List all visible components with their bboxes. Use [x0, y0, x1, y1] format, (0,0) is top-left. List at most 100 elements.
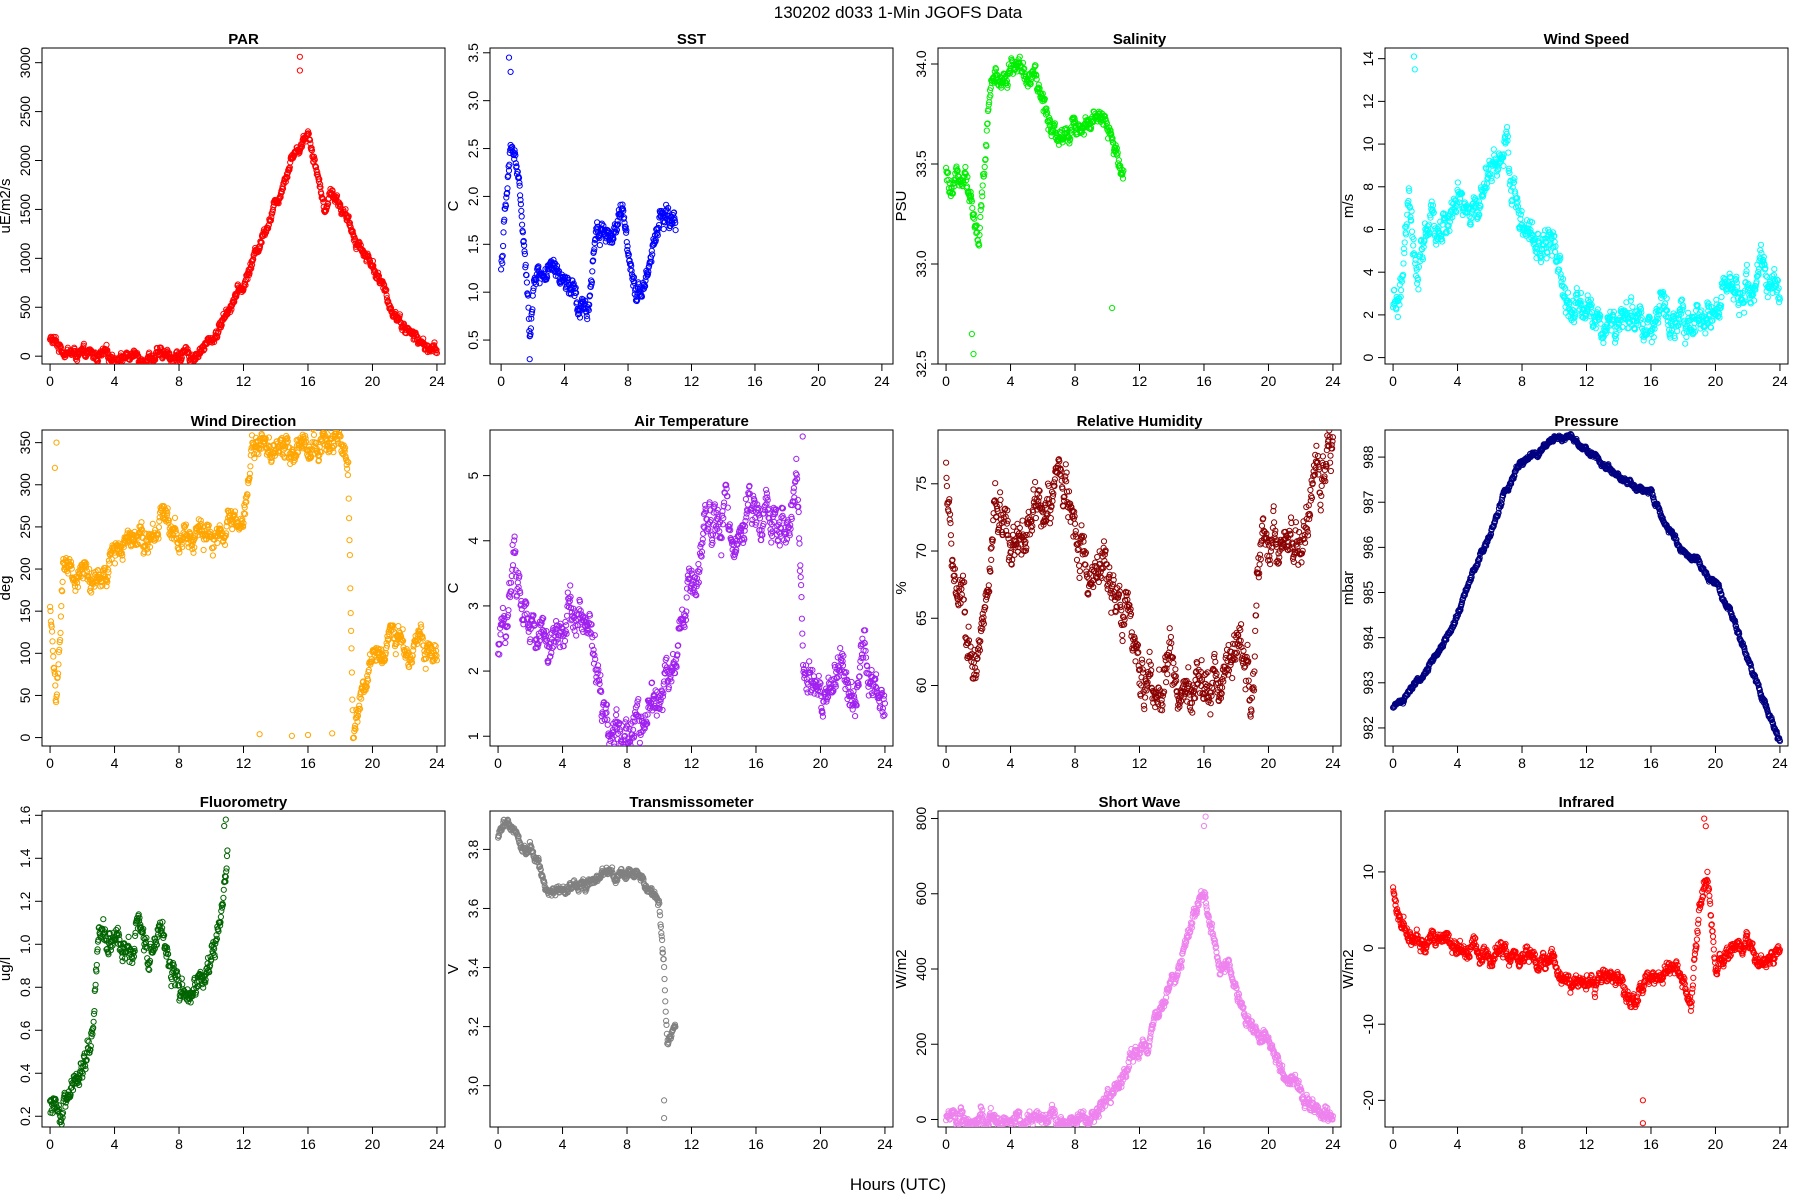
data-point — [573, 632, 580, 639]
data-point — [337, 433, 344, 440]
data-point — [976, 231, 983, 239]
data-point — [1438, 232, 1445, 239]
data-point — [665, 684, 673, 691]
data-points — [1390, 53, 1784, 347]
x-tick-label: 0 — [46, 755, 54, 771]
data-point — [1534, 230, 1541, 237]
data-points — [943, 53, 1127, 358]
data-point — [719, 521, 727, 528]
data-point — [611, 740, 618, 746]
data-points — [943, 430, 1337, 720]
data-point — [146, 543, 154, 551]
data-point — [1685, 315, 1692, 322]
x-tick-label: 16 — [748, 755, 764, 771]
data-point — [655, 222, 663, 229]
data-point — [314, 169, 321, 176]
data-point — [971, 215, 978, 222]
data-point — [1592, 325, 1599, 332]
y-tick-label: 1000 — [17, 243, 33, 274]
data-point — [1707, 324, 1715, 331]
data-point — [873, 671, 880, 678]
data-point — [1770, 271, 1778, 279]
data-point — [797, 574, 804, 581]
data-point — [753, 519, 760, 526]
data-point — [709, 531, 717, 538]
data-point — [506, 161, 513, 168]
data-point — [626, 726, 633, 733]
data-point — [796, 535, 803, 542]
y-axis-label: deg — [0, 575, 14, 600]
data-point — [1752, 283, 1759, 290]
data-point — [511, 537, 518, 544]
data-point — [627, 738, 634, 745]
data-point — [536, 280, 543, 287]
data-point — [702, 508, 710, 515]
data-point — [1517, 215, 1524, 223]
data-point — [1411, 66, 1418, 73]
data-point — [57, 636, 64, 644]
data-point — [1762, 272, 1769, 279]
data-point — [964, 173, 971, 181]
data-point — [852, 713, 859, 720]
data-point — [596, 688, 604, 695]
data-point — [585, 630, 592, 637]
y-tick-label: 100 — [17, 641, 33, 665]
data-point — [952, 576, 959, 583]
data-point — [795, 508, 802, 516]
data-point — [967, 192, 975, 199]
data-point — [798, 582, 805, 589]
y-tick-label: 2 — [1360, 311, 1376, 319]
data-point — [152, 356, 159, 363]
data-point — [1529, 219, 1536, 226]
data-point — [1424, 223, 1431, 230]
data-point — [1393, 306, 1400, 313]
data-point — [610, 235, 617, 243]
data-point — [1415, 286, 1422, 293]
data-point — [214, 539, 221, 547]
y-tick-label: 10 — [1360, 136, 1376, 152]
data-point — [198, 521, 205, 528]
data-point — [308, 147, 316, 154]
data-point — [1638, 314, 1645, 321]
y-tick-label: 4 — [1360, 268, 1376, 276]
data-point — [239, 516, 246, 523]
data-point — [586, 301, 593, 308]
data-point — [983, 143, 990, 150]
y-tick-label: 250 — [17, 515, 33, 539]
data-point — [970, 350, 977, 358]
data-point — [1533, 249, 1541, 256]
data-point — [584, 621, 591, 629]
data-point — [511, 156, 518, 163]
data-point — [1577, 297, 1584, 304]
x-tick-label: 24 — [1772, 373, 1788, 389]
data-point — [525, 304, 532, 311]
data-point — [604, 721, 611, 728]
data-point — [644, 271, 652, 278]
data-point — [526, 356, 533, 363]
data-point — [588, 642, 596, 650]
data-point — [517, 192, 524, 199]
data-point — [1733, 273, 1740, 280]
data-point — [598, 688, 605, 696]
data-point — [775, 536, 782, 544]
data-point — [696, 569, 703, 576]
data-point — [796, 567, 804, 575]
data-point — [864, 663, 871, 670]
data-point — [200, 546, 207, 554]
data-point — [233, 293, 240, 300]
panel-title: Air Temperature — [634, 413, 749, 430]
data-point — [498, 253, 505, 260]
data-point — [1730, 296, 1737, 303]
data-point — [523, 600, 530, 607]
plot-frame — [41, 47, 446, 365]
data-point — [855, 679, 862, 687]
data-point — [688, 567, 695, 574]
data-point — [528, 308, 536, 316]
data-point — [657, 698, 664, 706]
data-point — [229, 526, 236, 533]
x-tick-label: 12 — [1132, 373, 1148, 389]
data-point — [772, 509, 779, 516]
data-point — [1019, 59, 1027, 67]
